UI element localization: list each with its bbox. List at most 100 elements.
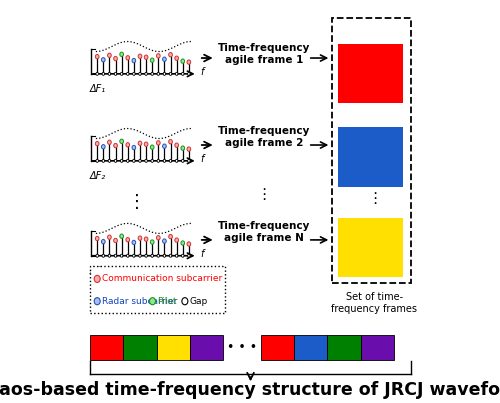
Circle shape — [108, 254, 110, 257]
Circle shape — [187, 147, 190, 151]
FancyBboxPatch shape — [260, 335, 294, 360]
Circle shape — [108, 73, 110, 75]
Circle shape — [114, 238, 117, 243]
Circle shape — [175, 143, 178, 147]
Circle shape — [96, 73, 98, 75]
Circle shape — [170, 254, 172, 257]
Circle shape — [102, 254, 104, 257]
Circle shape — [96, 54, 99, 59]
Circle shape — [162, 239, 166, 243]
Circle shape — [182, 254, 184, 257]
Circle shape — [126, 237, 130, 242]
Circle shape — [102, 239, 105, 244]
Circle shape — [108, 53, 112, 58]
Circle shape — [138, 159, 141, 162]
Circle shape — [188, 254, 190, 257]
Text: Time-frequency
agile frame 2: Time-frequency agile frame 2 — [218, 126, 310, 148]
Circle shape — [181, 59, 184, 63]
Circle shape — [150, 298, 156, 305]
FancyBboxPatch shape — [294, 335, 327, 360]
Circle shape — [157, 73, 160, 75]
Text: Gap: Gap — [190, 297, 208, 306]
Circle shape — [188, 159, 190, 162]
Circle shape — [175, 56, 178, 60]
Circle shape — [150, 58, 154, 62]
Text: Communication subcarrier: Communication subcarrier — [102, 274, 222, 283]
Circle shape — [138, 141, 142, 145]
FancyBboxPatch shape — [360, 335, 394, 360]
Circle shape — [144, 55, 148, 59]
Circle shape — [120, 254, 123, 257]
Circle shape — [145, 254, 148, 257]
Circle shape — [132, 159, 135, 162]
Circle shape — [138, 73, 141, 75]
Circle shape — [102, 145, 105, 149]
Circle shape — [163, 254, 166, 257]
FancyBboxPatch shape — [338, 218, 403, 278]
Circle shape — [150, 145, 154, 150]
Circle shape — [114, 159, 117, 162]
Text: Set of time-
frequency frames: Set of time- frequency frames — [332, 293, 418, 314]
Circle shape — [96, 141, 99, 146]
Circle shape — [182, 73, 184, 75]
FancyBboxPatch shape — [123, 335, 156, 360]
Circle shape — [157, 159, 160, 162]
Text: ΔF₂: ΔF₂ — [89, 171, 106, 181]
Circle shape — [176, 159, 178, 162]
FancyBboxPatch shape — [332, 19, 410, 283]
Circle shape — [187, 60, 190, 64]
Circle shape — [114, 73, 117, 75]
Circle shape — [120, 52, 124, 56]
Text: ⋮: ⋮ — [256, 187, 272, 202]
Circle shape — [126, 56, 130, 60]
Circle shape — [156, 141, 160, 145]
Text: • • •: • • • — [227, 341, 258, 354]
Circle shape — [94, 298, 100, 305]
Circle shape — [162, 144, 166, 148]
Text: Time-frequency
agile frame N: Time-frequency agile frame N — [218, 221, 310, 243]
Circle shape — [145, 73, 148, 75]
FancyBboxPatch shape — [327, 335, 360, 360]
Circle shape — [181, 241, 184, 245]
Circle shape — [126, 73, 129, 75]
Circle shape — [170, 73, 172, 75]
Circle shape — [126, 143, 130, 147]
Circle shape — [145, 159, 148, 162]
Circle shape — [126, 254, 129, 257]
Circle shape — [120, 73, 123, 75]
Text: ⋮: ⋮ — [128, 193, 146, 211]
Text: Pilot: Pilot — [158, 297, 177, 306]
Text: ⋮: ⋮ — [367, 191, 382, 206]
Circle shape — [114, 254, 117, 257]
Circle shape — [102, 58, 105, 62]
FancyBboxPatch shape — [338, 44, 403, 104]
FancyBboxPatch shape — [90, 266, 225, 313]
FancyBboxPatch shape — [156, 335, 190, 360]
Circle shape — [138, 54, 142, 58]
Circle shape — [168, 235, 172, 239]
Circle shape — [132, 145, 136, 150]
FancyBboxPatch shape — [190, 335, 223, 360]
Circle shape — [132, 254, 135, 257]
Circle shape — [151, 159, 154, 162]
Circle shape — [102, 73, 104, 75]
Circle shape — [120, 139, 124, 143]
Circle shape — [114, 56, 117, 61]
Circle shape — [181, 146, 184, 150]
Text: Time-frequency
agile frame 1: Time-frequency agile frame 1 — [218, 43, 310, 65]
Circle shape — [108, 235, 112, 239]
Text: ΔF₁: ΔF₁ — [89, 84, 106, 94]
Circle shape — [162, 57, 166, 61]
Text: f: f — [200, 249, 203, 259]
Text: Radar subcarrier: Radar subcarrier — [102, 297, 178, 306]
Circle shape — [188, 73, 190, 75]
Circle shape — [144, 142, 148, 146]
Circle shape — [96, 237, 99, 241]
Circle shape — [132, 240, 136, 245]
Circle shape — [108, 140, 112, 144]
Circle shape — [120, 159, 123, 162]
Text: ΔFₙ: ΔFₙ — [89, 266, 106, 276]
Circle shape — [108, 159, 110, 162]
Text: f: f — [200, 154, 203, 164]
Circle shape — [168, 139, 172, 144]
